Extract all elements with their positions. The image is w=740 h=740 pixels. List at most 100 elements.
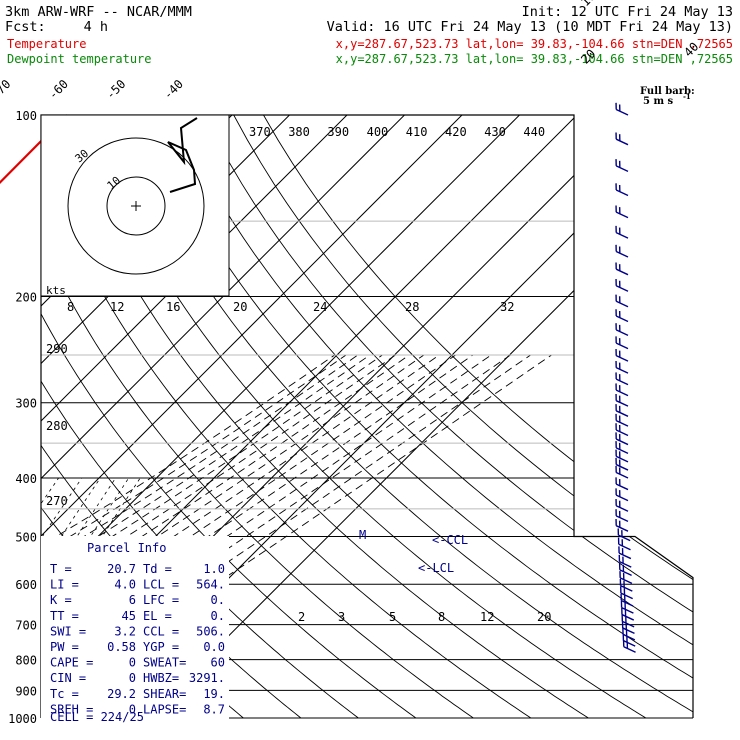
wind-barb <box>615 449 629 463</box>
barb-legend-value: 5 m s <box>643 96 674 107</box>
wind-barb-staff <box>618 534 631 542</box>
moist-adiabat-line <box>41 354 440 718</box>
wind-barb-staff <box>621 606 634 614</box>
dry-adiabat-line <box>143 115 693 718</box>
pressure-label: 400 <box>15 472 37 486</box>
parcel-row-label: LI = <box>50 578 79 592</box>
wind-barb-flag <box>618 374 621 381</box>
wind-barb-staff <box>615 438 629 446</box>
parcel-row-value: 0.58 <box>107 640 136 654</box>
wind-barb-staff <box>619 569 632 576</box>
valid-time: Valid: 16 UTC Fri 24 May 13 (10 MDT Fri … <box>327 19 733 35</box>
parcel-row-value: 4.0 <box>114 578 136 592</box>
wind-barb-flag <box>615 205 617 213</box>
wind-barb <box>615 383 629 397</box>
forecast-hours: 4 h <box>84 19 108 35</box>
wind-barb-flag <box>619 571 621 578</box>
wind-barb-flag <box>615 423 617 431</box>
wind-barb-flag <box>618 338 621 345</box>
wind-barb-flag <box>615 183 617 191</box>
wind-barb-staff <box>615 455 629 463</box>
theta-label: 400 <box>367 125 389 139</box>
wind-barb-flag <box>618 395 621 403</box>
isotherm-line <box>41 115 463 718</box>
wind-barb-flag <box>618 246 621 254</box>
wind-barb <box>615 423 629 437</box>
parcel-row-label: PW = <box>50 640 79 654</box>
wind-barb <box>615 205 629 219</box>
wind-barb-flag <box>618 500 621 508</box>
wind-barb-staff <box>622 627 635 635</box>
parcel-panel-bg <box>41 536 229 736</box>
wind-barb-staff <box>615 329 629 337</box>
wind-barb <box>615 348 629 362</box>
wind-barb <box>618 546 632 560</box>
parcel-row-label: T = <box>50 562 72 576</box>
wind-barb <box>615 309 629 323</box>
wind-barb <box>622 640 636 653</box>
wind-barb-staff <box>623 646 636 653</box>
wind-barb <box>615 457 629 471</box>
parcel-row-value: 506. <box>196 624 225 638</box>
wind-barb-flag <box>624 602 626 610</box>
parcel-row-value: 0 <box>129 702 136 716</box>
wind-barb-flag <box>615 360 617 368</box>
wind-barb-staff <box>615 494 629 502</box>
parcel-row-value: 0 <box>129 656 136 670</box>
wind-barb-flag <box>615 432 617 440</box>
parcel-row-value: 6 <box>129 593 136 607</box>
parcel-row-label: LAPSE= <box>143 702 186 716</box>
wind-barb-flag <box>625 616 627 624</box>
wind-barb-flag <box>621 621 624 628</box>
wind-barb <box>615 225 629 239</box>
wind-barb-flag <box>618 424 621 432</box>
wind-barb-flag <box>618 467 621 475</box>
pressure-label: 300 <box>15 397 37 411</box>
wind-barb-flag <box>626 635 628 643</box>
wind-barb-flag <box>618 554 621 562</box>
wind-barb-flag <box>618 510 621 518</box>
wind-barb-flag <box>615 323 617 330</box>
parcel-rows: T = 20.7 Td = 1.0 LI = 4.0 LCL = 564. K = 6 LFC = 0… <box>50 562 225 716</box>
mixing-ratio-line <box>0 478 27 718</box>
moist-adiabat-line <box>41 354 359 718</box>
legend-dewpoint-info: x,y=287.67,523.73 lat,lon= 39.83,-104.66… <box>336 52 733 66</box>
mixing-ratio-label: 20 <box>233 300 247 314</box>
wind-barb <box>618 563 632 576</box>
mixing-ratio-label: 2 <box>298 610 305 624</box>
parcel-row-label: CIN = <box>50 671 86 685</box>
wind-barb <box>617 528 631 542</box>
wind-barb-flag <box>618 434 621 441</box>
theta-label: 380 <box>288 125 310 139</box>
wind-barb-flag <box>618 350 621 358</box>
parcel-info-panel: Parcel Info T = 20.7 Td = 1.0 LI = 4.0 LCL = 56… <box>41 536 229 736</box>
pressure-label: 500 <box>15 530 37 544</box>
pressure-label: 800 <box>15 654 37 668</box>
wind-barb <box>615 102 629 116</box>
model-title: 3km ARW-WRF -- NCAR/MMM <box>5 4 192 20</box>
wind-barb-staff <box>615 525 629 532</box>
wind-barb-flag <box>623 588 626 595</box>
wind-barb-flag <box>615 372 617 380</box>
parcel-row-label: Td = <box>143 562 172 576</box>
wind-barb-staff <box>615 378 629 386</box>
wind-barb <box>615 372 629 386</box>
isotherm-label: -50 <box>103 77 128 102</box>
isotherm-label: -60 <box>46 77 71 102</box>
init-time: Init: 12 UTC Fri 24 May 13 <box>522 4 733 20</box>
theta-label: 420 <box>445 125 467 139</box>
theta-side-label: 270 <box>46 494 68 508</box>
parcel-row-value: 0.0 <box>203 640 225 654</box>
wind-barb-flag <box>615 132 617 140</box>
parcel-row-value: 0. <box>211 609 225 623</box>
hodograph-ring-inner <box>106 176 166 236</box>
wind-barb-staff <box>615 355 629 362</box>
isotherm-label: 10 <box>578 0 598 9</box>
wind-barb-flag <box>618 184 621 192</box>
wind-barb-flag <box>615 449 617 457</box>
wind-barb-flag <box>622 633 625 641</box>
wind-barb-flag <box>618 296 621 304</box>
mixing-ratio-label: 32 <box>500 300 514 314</box>
wind-barb <box>615 244 629 258</box>
forecast-label: Fcst: <box>5 19 46 35</box>
